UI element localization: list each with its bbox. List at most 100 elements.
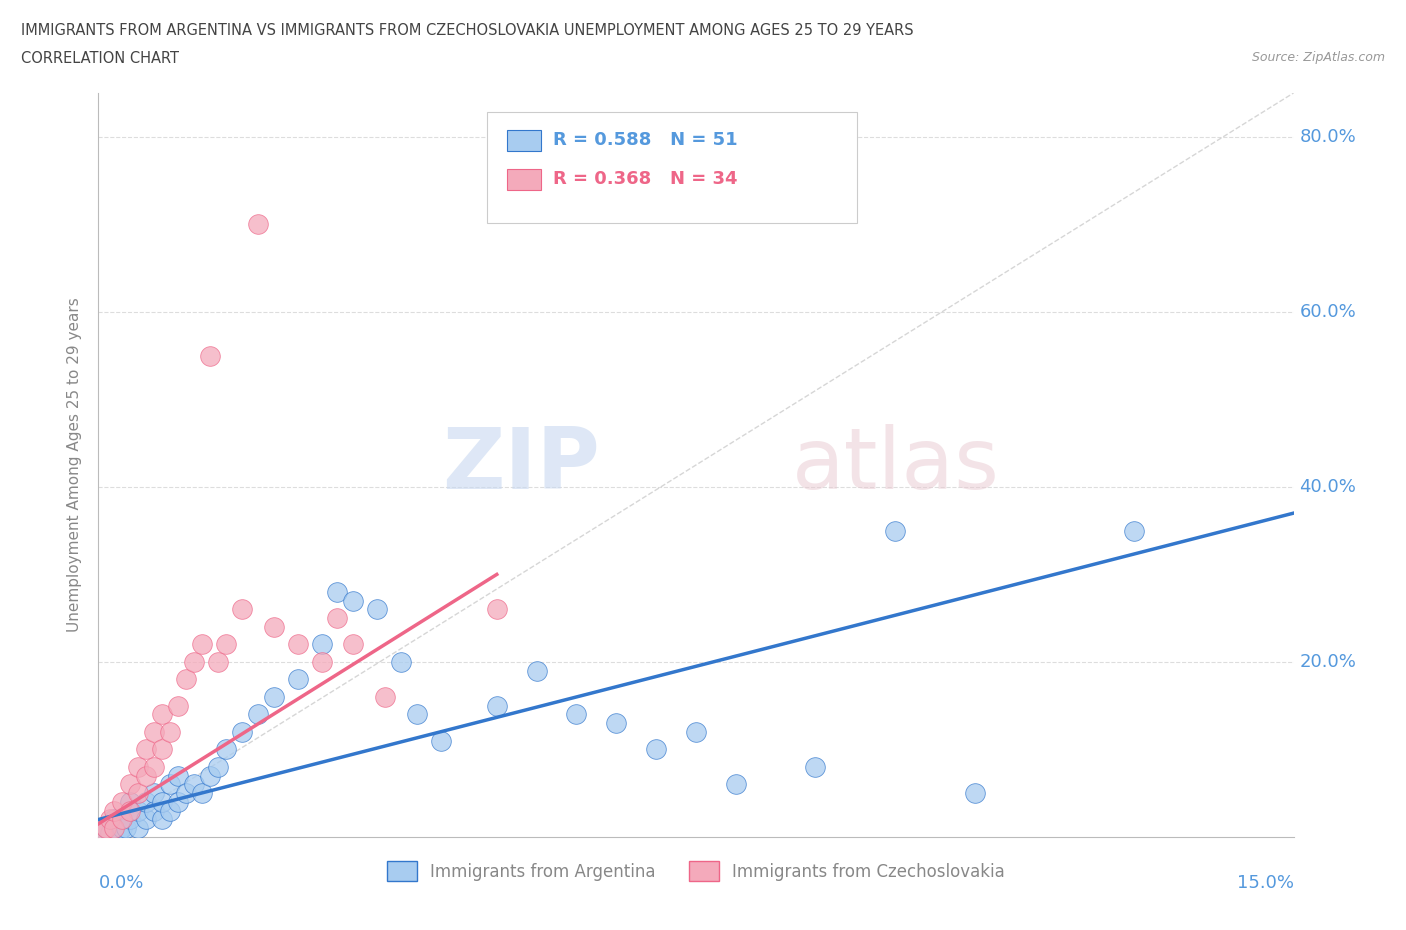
Point: [389, 655, 412, 670]
Point: [191, 786, 214, 801]
Point: [311, 637, 333, 652]
Point: [263, 689, 285, 704]
Point: [198, 768, 221, 783]
Point: [96, 821, 118, 836]
Point: [183, 655, 205, 670]
Point: [120, 794, 142, 809]
Point: [143, 724, 166, 739]
Point: [107, 825, 129, 840]
Point: [127, 821, 149, 836]
Text: CORRELATION CHART: CORRELATION CHART: [21, 51, 179, 66]
Point: [150, 812, 173, 827]
Point: [191, 637, 214, 652]
Point: [246, 707, 269, 722]
Point: [326, 584, 349, 599]
Point: [311, 655, 333, 670]
Text: R = 0.368   N = 34: R = 0.368 N = 34: [553, 169, 737, 188]
Text: IMMIGRANTS FROM ARGENTINA VS IMMIGRANTS FROM CZECHOSLOVAKIA UNEMPLOYMENT AMONG A: IMMIGRANTS FROM ARGENTINA VS IMMIGRANTS …: [21, 23, 914, 38]
Point: [127, 804, 149, 818]
Point: [287, 672, 309, 687]
Point: [963, 786, 986, 801]
Text: 0.0%: 0.0%: [98, 874, 143, 892]
Point: [605, 716, 627, 731]
Point: [159, 804, 181, 818]
Point: [143, 760, 166, 775]
Point: [215, 742, 238, 757]
Point: [91, 825, 114, 840]
Text: 80.0%: 80.0%: [1299, 127, 1357, 146]
Point: [150, 742, 173, 757]
Point: [884, 524, 907, 538]
Point: [485, 698, 508, 713]
Point: [198, 348, 221, 363]
Point: [111, 812, 134, 827]
Point: [287, 637, 309, 652]
Text: Source: ZipAtlas.com: Source: ZipAtlas.com: [1251, 51, 1385, 64]
Point: [111, 812, 134, 827]
Point: [120, 777, 142, 792]
Point: [103, 821, 125, 836]
Point: [326, 611, 349, 626]
Point: [103, 812, 125, 827]
Bar: [508, 169, 541, 190]
Point: [406, 707, 429, 722]
Point: [103, 804, 125, 818]
Point: [804, 760, 827, 775]
Point: [374, 689, 396, 704]
Point: [127, 760, 149, 775]
Point: [366, 602, 388, 617]
Point: [685, 724, 707, 739]
Point: [150, 707, 173, 722]
Point: [127, 786, 149, 801]
Point: [98, 812, 122, 827]
Point: [150, 794, 173, 809]
Text: 60.0%: 60.0%: [1299, 303, 1357, 321]
Point: [159, 724, 181, 739]
Point: [135, 742, 157, 757]
Point: [111, 821, 134, 836]
Point: [167, 698, 190, 713]
Point: [103, 821, 125, 836]
Point: [115, 821, 138, 836]
Point: [263, 619, 285, 634]
Point: [120, 812, 142, 827]
Point: [135, 768, 157, 783]
Point: [342, 593, 364, 608]
Point: [143, 804, 166, 818]
Point: [167, 794, 190, 809]
Point: [135, 794, 157, 809]
Point: [207, 760, 229, 775]
Point: [143, 786, 166, 801]
Y-axis label: Unemployment Among Ages 25 to 29 years: Unemployment Among Ages 25 to 29 years: [67, 298, 83, 632]
Point: [174, 672, 197, 687]
Point: [246, 217, 269, 232]
Point: [167, 768, 190, 783]
Point: [135, 812, 157, 827]
Point: [526, 663, 548, 678]
Text: ZIP: ZIP: [443, 423, 600, 507]
Point: [98, 825, 122, 840]
Point: [645, 742, 668, 757]
Text: 15.0%: 15.0%: [1236, 874, 1294, 892]
Point: [111, 794, 134, 809]
Point: [207, 655, 229, 670]
Point: [342, 637, 364, 652]
Text: 20.0%: 20.0%: [1299, 653, 1357, 671]
Point: [724, 777, 747, 792]
Point: [565, 707, 588, 722]
Text: R = 0.588   N = 51: R = 0.588 N = 51: [553, 131, 737, 149]
FancyBboxPatch shape: [486, 112, 858, 223]
Point: [1123, 524, 1146, 538]
Point: [120, 804, 142, 818]
Point: [215, 637, 238, 652]
Point: [485, 602, 508, 617]
Point: [174, 786, 197, 801]
Text: atlas: atlas: [792, 423, 1000, 507]
Point: [183, 777, 205, 792]
Legend: Immigrants from Argentina, Immigrants from Czechoslovakia: Immigrants from Argentina, Immigrants fr…: [387, 861, 1005, 881]
Point: [231, 602, 253, 617]
Point: [159, 777, 181, 792]
Point: [231, 724, 253, 739]
Point: [91, 825, 114, 840]
Point: [430, 733, 453, 748]
